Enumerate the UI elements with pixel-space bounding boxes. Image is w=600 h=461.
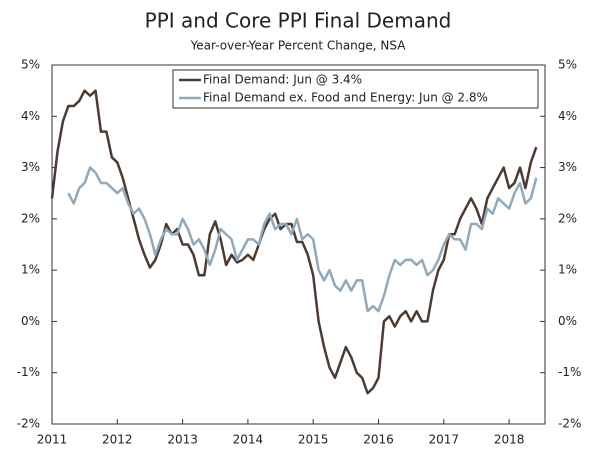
y2-tick-label: -1%: [558, 365, 581, 379]
y2-tick-label: 1%: [558, 263, 577, 277]
series-line: [50, 89, 538, 395]
x-tick-label: 2011: [37, 433, 68, 447]
y2-tick-label: 5%: [558, 58, 577, 72]
x-tick-label: 2013: [167, 433, 198, 447]
x-tick-label: 2016: [363, 433, 394, 447]
series-line: [67, 166, 538, 313]
x-tick-label: 2012: [102, 433, 133, 447]
y-tick-label: 4%: [21, 109, 40, 123]
y-tick-label: 5%: [21, 58, 40, 72]
y-tick-label: 2%: [21, 211, 40, 225]
legend-box: [172, 69, 539, 109]
y-tick-label: -1%: [17, 365, 40, 379]
legend-label: Final Demand: Jun @ 3.4%: [203, 73, 362, 87]
x-tick-label: 2017: [429, 433, 460, 447]
y-tick-label: -2%: [17, 417, 40, 431]
y2-tick-label: -2%: [558, 417, 581, 431]
y-tick-label: 1%: [21, 263, 40, 277]
chart-subtitle: Year-over-Year Percent Change, NSA: [190, 39, 407, 53]
x-tick-label: 2015: [298, 433, 329, 447]
y2-tick-label: 2%: [558, 211, 577, 225]
y2-tick-label: 4%: [558, 109, 577, 123]
y2-tick-label: 3%: [558, 160, 577, 174]
plot-frame: [51, 64, 546, 425]
y-tick-label: 0%: [21, 314, 40, 328]
x-tick-label: 2018: [494, 433, 525, 447]
y2-tick-label: 0%: [558, 314, 577, 328]
chart-title: PPI and Core PPI Final Demand: [145, 9, 452, 33]
x-tick-label: 2014: [233, 433, 264, 447]
legend-label: Final Demand ex. Food and Energy: Jun @ …: [203, 91, 488, 105]
y-tick-label: 3%: [21, 160, 40, 174]
